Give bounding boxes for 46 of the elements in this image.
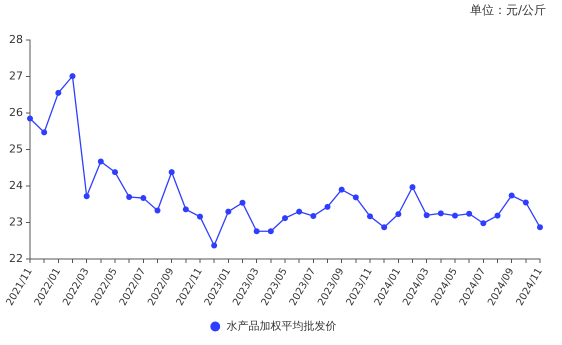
point	[494, 212, 500, 219]
point	[310, 212, 316, 219]
y-tick-label: 25	[8, 142, 23, 156]
point	[466, 210, 472, 217]
point	[282, 215, 288, 222]
point	[367, 213, 373, 220]
point	[126, 194, 132, 200]
y-tick-label: 23	[8, 215, 23, 228]
point	[381, 224, 388, 230]
point	[211, 242, 218, 249]
point	[352, 194, 359, 200]
point	[154, 207, 160, 214]
y-tick-label: 28	[8, 32, 23, 46]
point	[182, 206, 189, 212]
point	[197, 214, 203, 220]
point	[168, 169, 175, 176]
point	[254, 228, 260, 234]
legend-label: 水产品加权平均批发价	[226, 319, 336, 332]
point	[70, 73, 76, 80]
point	[296, 208, 302, 215]
point	[424, 212, 430, 218]
point	[338, 186, 345, 193]
point	[55, 90, 62, 96]
point	[522, 199, 529, 206]
point	[268, 228, 274, 234]
point	[140, 195, 146, 202]
point	[84, 193, 90, 200]
y-tick-label: 27	[8, 69, 23, 82]
y-tick-label: 24	[8, 178, 23, 192]
point	[452, 212, 458, 219]
text: 单位：元/公斤	[470, 2, 546, 19]
point	[480, 220, 486, 226]
point	[508, 192, 515, 199]
point	[98, 158, 104, 165]
point	[537, 224, 543, 230]
point	[438, 210, 444, 216]
point	[41, 129, 48, 136]
point	[410, 184, 416, 190]
y-tick-label: 26	[8, 106, 23, 119]
point	[240, 200, 246, 206]
point	[324, 204, 330, 210]
y-tick-label: 22	[8, 252, 23, 265]
point	[395, 211, 402, 218]
point	[112, 169, 118, 176]
point	[26, 115, 33, 122]
point	[225, 208, 232, 215]
